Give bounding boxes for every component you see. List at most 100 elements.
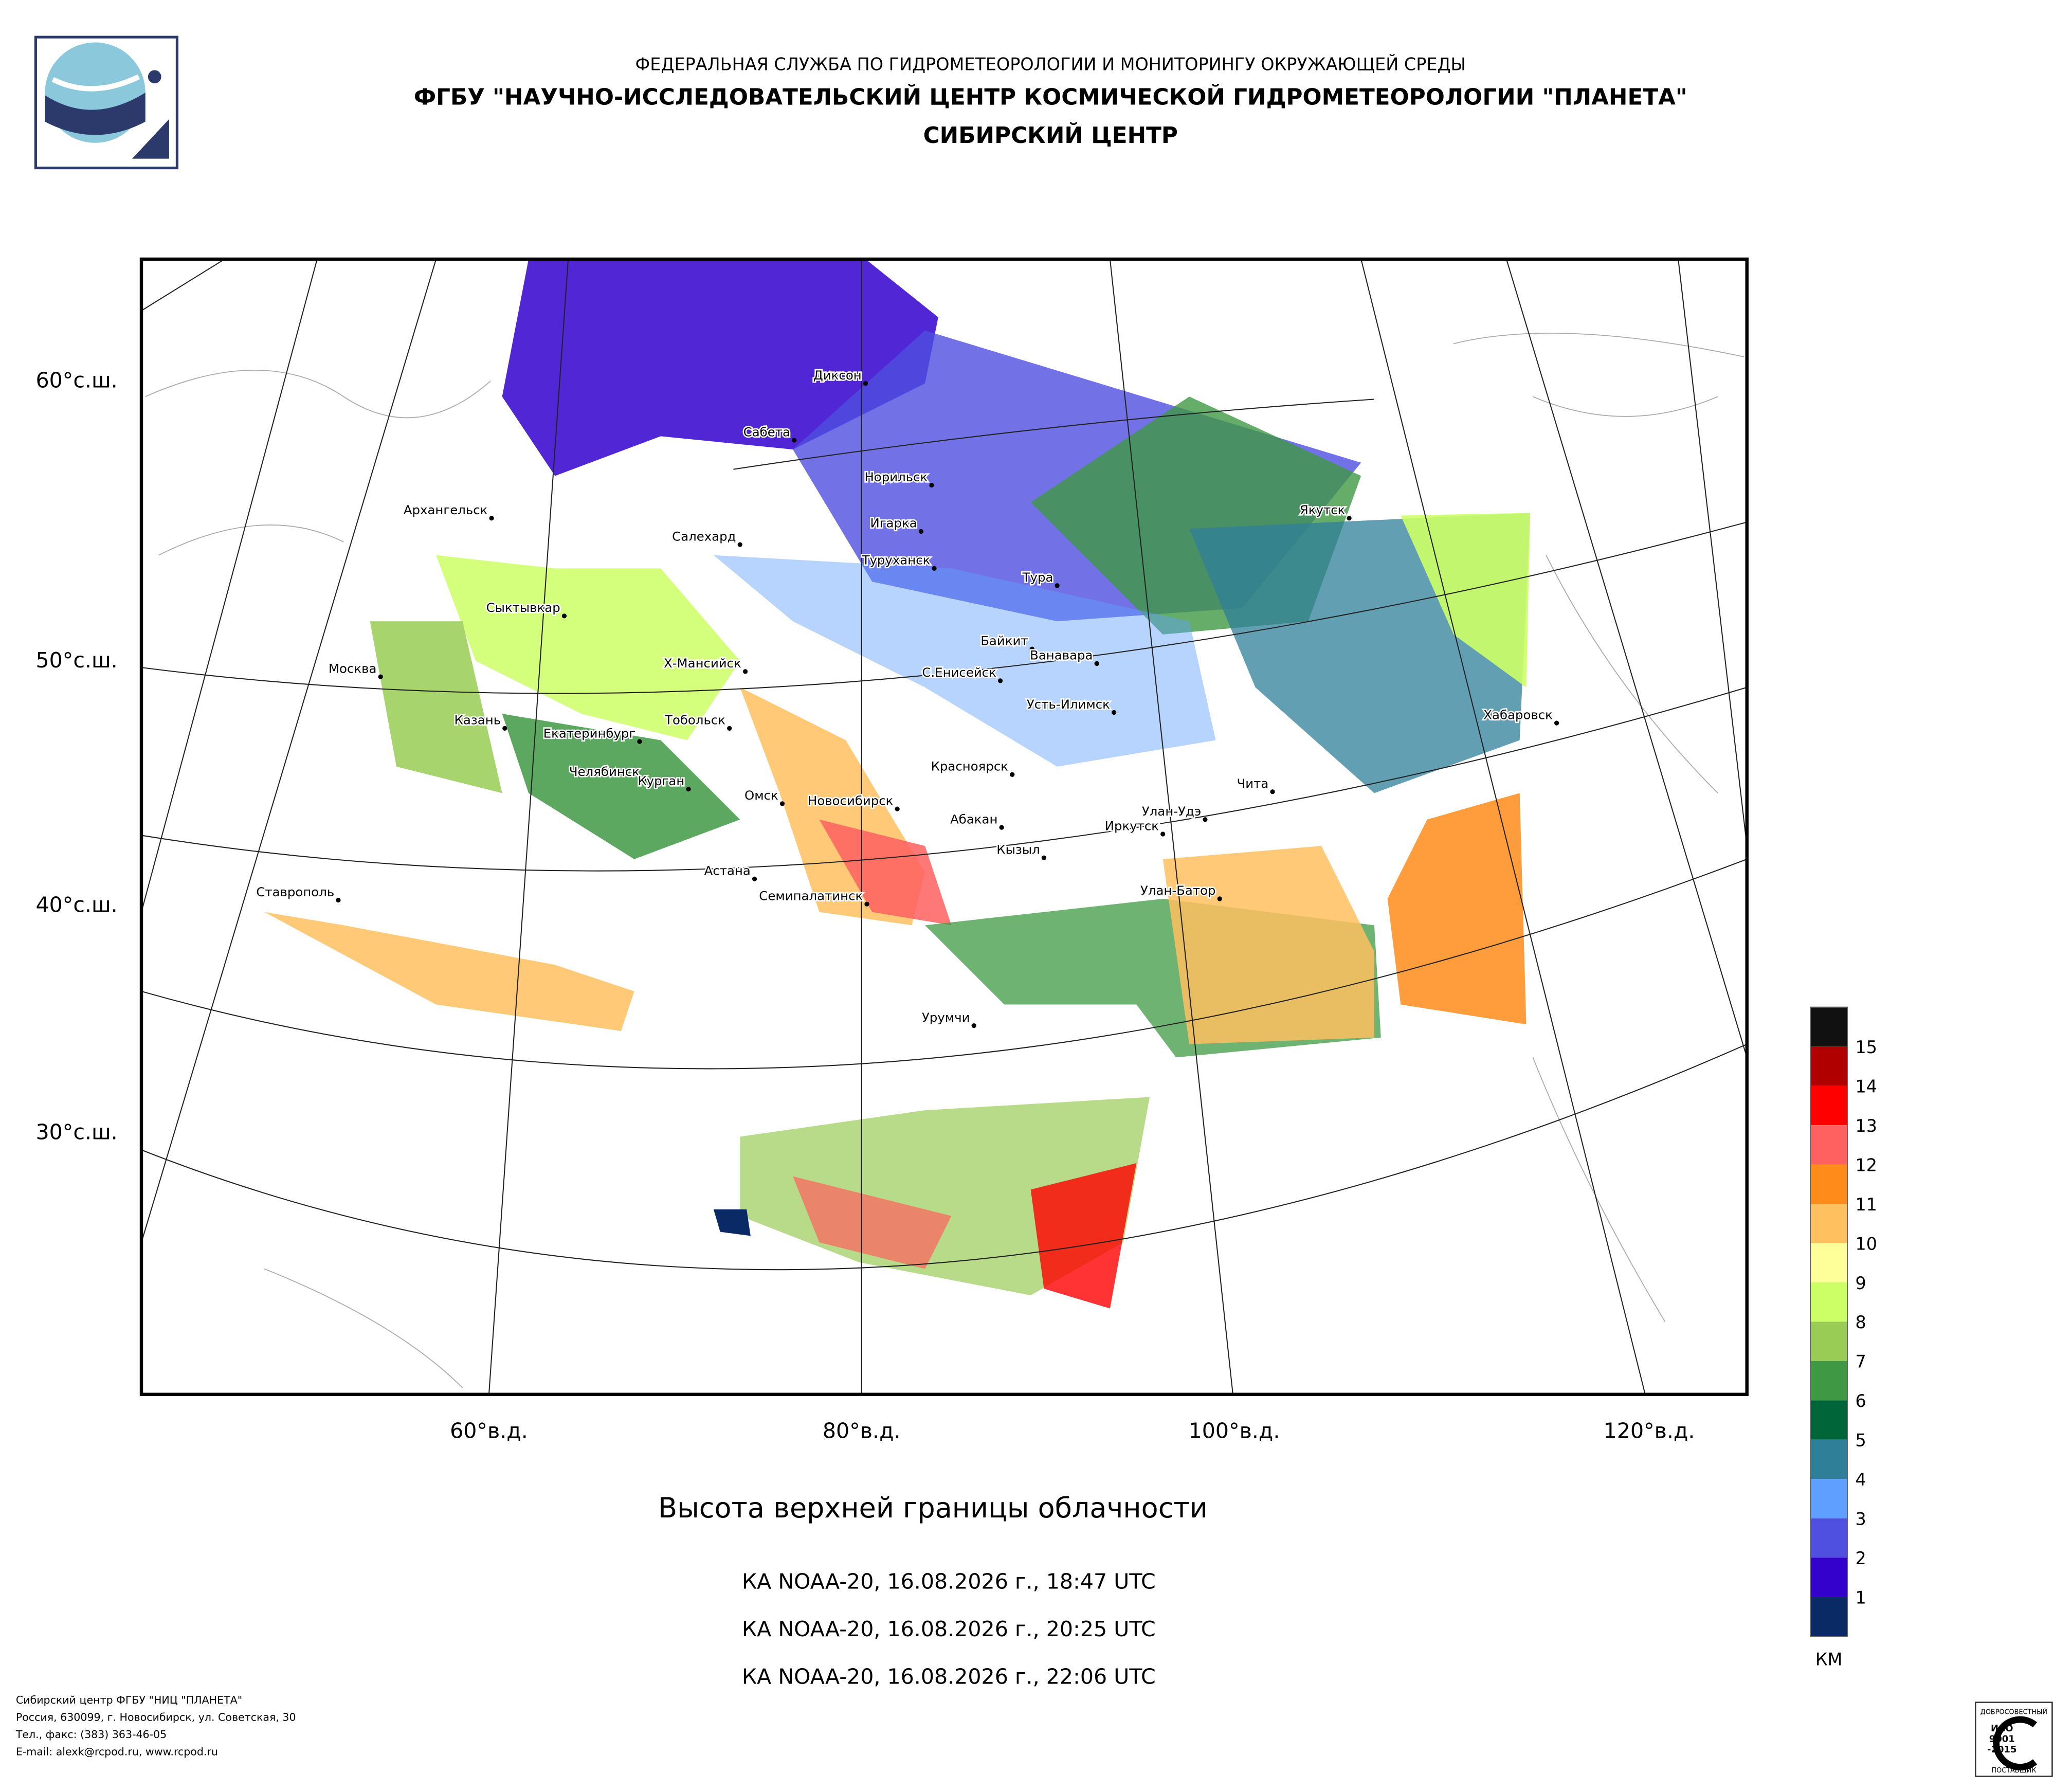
city-label: Ставрополь xyxy=(256,884,334,899)
city-dot xyxy=(1160,831,1166,837)
lon-label: 80°в.д. xyxy=(823,1419,901,1443)
city-label: С.Енисейск xyxy=(922,665,996,680)
header-line: ФГБУ "НАУЧНО-ИССЛЕДОВАТЕЛЬСКИЙ ЦЕНТР КОС… xyxy=(414,83,1687,110)
legend-swatch xyxy=(1810,1164,1848,1204)
legend-label: 9 xyxy=(1855,1273,1866,1293)
legend-label: 4 xyxy=(1855,1470,1866,1490)
legend-label: 11 xyxy=(1855,1195,1877,1215)
footer: Сибирский центр ФГБУ "НИЦ "ПЛАНЕТА" Росси… xyxy=(15,1694,296,1758)
iso-badge: ДОБРОСОВЕСТНЫЙ ИСО 9001 -2015 ПОСТАВЩИК xyxy=(1975,1702,2053,1777)
legend: 15 14 13 12 11 10 9 8 7 6 5 4 3 2 1 КМ xyxy=(1810,1006,1877,1670)
footer-line: Россия, 630099, г. Новосибирск, ул. Сове… xyxy=(16,1711,296,1724)
city-dot xyxy=(863,381,868,386)
city-label: Хабаровск xyxy=(1483,707,1553,722)
legend-swatch xyxy=(1810,1282,1848,1322)
pass-line: КА NOAA-20, 16.08.2026 г., 22:06 UTC xyxy=(742,1665,1156,1689)
city-label: Тобольск xyxy=(664,713,725,728)
footer-line: Сибирский центр ФГБУ "НИЦ "ПЛАНЕТА" xyxy=(16,1694,242,1706)
pass-line: КА NOAA-20, 16.08.2026 г., 18:47 UTC xyxy=(742,1569,1156,1594)
legend-swatch xyxy=(1810,1007,1848,1047)
city-label: Екатеринбург xyxy=(543,726,635,740)
legend-label: 2 xyxy=(1855,1548,1866,1568)
legend-label: 1 xyxy=(1855,1587,1866,1607)
legend-swatch xyxy=(1810,1243,1848,1282)
lat-label: 60°с.ш. xyxy=(35,368,117,392)
legend-label: 7 xyxy=(1855,1352,1866,1372)
city-dot xyxy=(737,542,742,547)
lat-label: 30°с.ш. xyxy=(35,1120,117,1145)
badge-text: ПОСТАВЩИК xyxy=(1991,1767,2036,1775)
cloud-imagery xyxy=(264,259,1531,1309)
city-dot xyxy=(752,876,757,881)
city-label: Усть-Илимск xyxy=(1027,697,1110,712)
lon-label: 100°в.д. xyxy=(1189,1419,1280,1443)
legend-unit: КМ xyxy=(1815,1650,1843,1670)
legend-label: 5 xyxy=(1855,1431,1866,1451)
badge-text: ДОБРОСОВЕСТНЫЙ xyxy=(1980,1708,2047,1716)
city-dot xyxy=(1270,789,1275,794)
city-dot xyxy=(918,529,924,534)
lon-label: 60°в.д. xyxy=(450,1419,528,1443)
city-label: Урумчи xyxy=(922,1010,970,1025)
city-label: Иркутск xyxy=(1105,818,1159,833)
city-label: Омск xyxy=(744,788,778,803)
legend-swatch xyxy=(1810,1439,1848,1479)
badge-text: 9001 xyxy=(1989,1734,2015,1745)
city-dot xyxy=(792,438,797,443)
footer-line: Тел., факс: (383) 363-46-05 xyxy=(15,1728,167,1741)
legend-swatch xyxy=(1810,1597,1848,1637)
city-dot xyxy=(895,806,900,811)
city-dot xyxy=(997,678,1003,683)
map-title: Высота верхней границы облачности xyxy=(658,1492,1208,1524)
city-dot xyxy=(971,1023,976,1028)
city-dot xyxy=(932,566,937,571)
city-dot xyxy=(637,739,642,744)
city-label: Москва xyxy=(329,661,377,676)
city-label: Челябинск xyxy=(569,764,640,779)
city-label: Красноярск xyxy=(931,759,1008,774)
lon-label: 120°в.д. xyxy=(1604,1419,1695,1443)
city-dot xyxy=(864,901,869,907)
legend-frame xyxy=(1810,1006,1848,1637)
city-label: Сыктывкар xyxy=(486,600,560,615)
city-dot xyxy=(641,777,646,783)
city-dot xyxy=(742,669,748,674)
city-label: Чита xyxy=(1237,776,1269,791)
city-dot xyxy=(561,613,567,619)
city-label: Диксон xyxy=(813,368,862,383)
badge-text: ИСО xyxy=(1991,1723,2013,1734)
city-label: Казань xyxy=(455,713,501,728)
pass-line: КА NOAA-20, 16.08.2026 г., 20:25 UTC xyxy=(742,1617,1156,1641)
city-dot xyxy=(378,674,383,679)
city-label: Игарка xyxy=(870,516,917,531)
city-dot xyxy=(1029,646,1034,652)
legend-swatch xyxy=(1810,1400,1848,1440)
legend-swatch xyxy=(1810,1518,1848,1558)
legend-swatch xyxy=(1810,1125,1848,1165)
city-label: Байкит xyxy=(980,633,1028,648)
city-label: Кызыл xyxy=(996,842,1040,857)
legend-label: 13 xyxy=(1855,1116,1877,1136)
logo xyxy=(34,35,178,170)
legend-swatch xyxy=(1810,1046,1848,1086)
legend-label: 15 xyxy=(1855,1037,1877,1057)
legend-label: 10 xyxy=(1855,1234,1877,1254)
city-label: Туруханск xyxy=(862,553,931,568)
city-label: Астана xyxy=(704,863,751,878)
map: Диксон Сабета Норильск Игарка Архангельск Сал… xyxy=(139,257,1749,1396)
city-dot xyxy=(929,482,934,488)
legend-swatch xyxy=(1810,1558,1848,1597)
legend-swatch xyxy=(1810,1086,1848,1126)
legend-label: 14 xyxy=(1855,1076,1877,1096)
city-dot xyxy=(1217,896,1222,901)
legend-label: 8 xyxy=(1855,1312,1866,1332)
city-label: Архангельск xyxy=(404,502,488,517)
city-label: Сабета xyxy=(743,424,790,439)
city-label: Абакан xyxy=(950,811,997,826)
graticule xyxy=(141,259,1747,1395)
coastlines xyxy=(145,333,1744,1388)
city-label: Улан-Удэ xyxy=(1142,804,1201,819)
legend-label: 12 xyxy=(1855,1155,1877,1175)
